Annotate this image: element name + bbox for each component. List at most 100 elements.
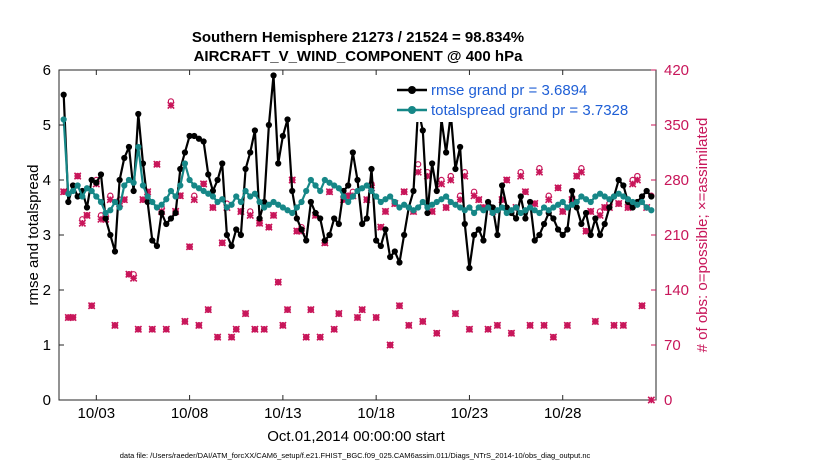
series-point-rmse: [489, 204, 496, 211]
series-point-rmse: [163, 220, 170, 228]
series-point-totalspread: [554, 201, 562, 208]
obs-assimilated-point: [544, 195, 553, 204]
series-point-totalspread: [158, 201, 165, 208]
series-point-rmse: [484, 198, 492, 206]
series-point-rmse: [349, 149, 356, 156]
series-point-totalspread: [396, 204, 403, 211]
series-point-rmse: [172, 209, 179, 217]
series-point-totalspread: [526, 204, 534, 211]
series-point-totalspread: [447, 198, 454, 206]
series-point-rmse: [317, 215, 324, 222]
series-point-totalspread: [79, 193, 86, 200]
series-point-rmse: [242, 165, 249, 173]
series-point-totalspread: [209, 193, 217, 200]
series-point-rmse: [130, 187, 137, 195]
series-point-rmse: [158, 209, 165, 217]
series-point-rmse: [125, 143, 133, 151]
obs-assimilated-point: [307, 305, 315, 314]
series-point-totalspread: [247, 193, 254, 200]
series-point-totalspread: [601, 193, 608, 200]
series-point-totalspread: [107, 207, 114, 214]
series-point-rmse: [396, 259, 403, 266]
series-point-totalspread: [629, 198, 636, 206]
y-left-tick-label: 0: [43, 392, 51, 409]
series-point-totalspread: [512, 204, 520, 211]
series-point-rmse: [536, 231, 543, 239]
series-point-totalspread: [354, 187, 361, 195]
series-point-rmse: [373, 237, 380, 244]
y-right-tick-label: 420: [664, 62, 689, 79]
obs-assimilated-point: [78, 219, 87, 227]
obs-assimilated-point: [563, 321, 572, 330]
series-point-rmse: [564, 226, 571, 233]
series-point-totalspread: [429, 201, 436, 208]
series-point-totalspread: [415, 204, 422, 211]
series-point-rmse: [452, 165, 459, 173]
series-point-rmse: [223, 231, 231, 239]
series-point-totalspread: [615, 190, 622, 197]
series-point-rmse: [382, 226, 389, 233]
obs-assimilated-point: [633, 176, 642, 184]
series-point-totalspread: [578, 193, 585, 200]
series-point-rmse: [93, 179, 100, 186]
series-point-rmse: [531, 237, 538, 244]
series-point-rmse: [298, 226, 305, 233]
series-point-rmse: [359, 220, 366, 228]
series-point-totalspread: [433, 198, 440, 206]
series-point-totalspread: [582, 196, 590, 203]
x-tick-label: 10/13: [264, 405, 302, 422]
series-point-rmse: [377, 242, 384, 250]
obs-assimilated-point: [302, 333, 310, 341]
series-point-rmse: [251, 127, 258, 134]
series-point-rmse: [191, 132, 198, 140]
series-point-totalspread: [326, 179, 333, 186]
series-point-totalspread: [200, 187, 207, 195]
series-point-rmse: [69, 182, 77, 189]
obs-assimilated-point: [199, 180, 208, 188]
series-point-totalspread: [443, 193, 450, 200]
series-point-totalspread: [559, 198, 566, 206]
y-right-tick-label: 140: [664, 282, 689, 299]
series-point-totalspread: [121, 182, 128, 189]
series-point-rmse: [424, 209, 431, 217]
obs-assimilated-point: [381, 207, 390, 216]
x-axis: 10/03 10/08 10/13 10/18 10/23 10/28: [78, 70, 581, 422]
series-point-rmse: [471, 231, 478, 239]
obs-assimilated-point: [619, 321, 628, 330]
series-point-totalspread: [363, 182, 370, 189]
obs-assimilated-point: [386, 341, 394, 349]
series-point-totalspread: [279, 204, 286, 211]
series-point-rmse: [475, 226, 482, 233]
obs-assimilated-point: [167, 101, 175, 110]
obs-assimilated-point: [521, 188, 530, 196]
series-point-rmse: [149, 237, 156, 244]
obs-assimilated-point: [162, 325, 171, 334]
y-left-tick-label: 5: [43, 117, 51, 134]
series-point-totalspread: [643, 204, 650, 211]
series-point-rmse: [592, 215, 599, 222]
series-point-totalspread: [373, 193, 380, 200]
obs-assimilated-point: [246, 211, 254, 220]
series-point-totalspread: [596, 190, 604, 197]
obs-assimilated-point: [451, 309, 460, 318]
series-point-totalspread: [93, 193, 100, 200]
series-point-rmse: [121, 154, 128, 162]
series-point-rmse: [181, 149, 189, 156]
obs-assimilated-point: [447, 176, 455, 184]
series-point-totalspread: [503, 209, 510, 217]
obs-assimilated-point: [274, 278, 282, 286]
series-point-rmse: [503, 204, 510, 211]
series-point-totalspread: [522, 207, 529, 214]
series-point-rmse: [237, 231, 244, 239]
series-point-rmse: [433, 187, 440, 195]
series-point-totalspread: [307, 176, 314, 184]
obs-assimilated-point: [335, 309, 343, 318]
obs-assimilated-point: [269, 211, 278, 220]
series-point-totalspread: [587, 198, 594, 206]
series-point-totalspread: [331, 182, 338, 189]
obs-assimilated-point: [87, 301, 96, 310]
series-point-totalspread: [624, 196, 632, 203]
obs-assimilated-point: [582, 227, 590, 235]
obs-assimilated-point: [134, 325, 143, 334]
